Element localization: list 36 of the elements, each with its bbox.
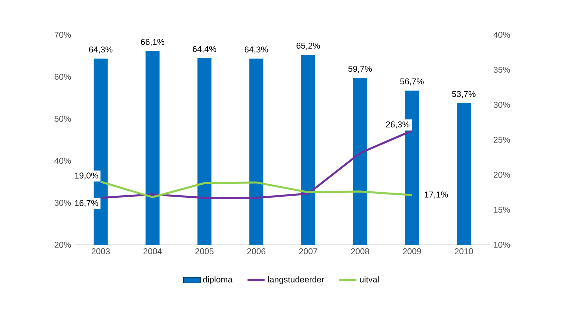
data-label: 65,2% <box>296 42 320 50</box>
y-tick-label: 20% <box>54 242 72 248</box>
y2-tick-label: 40% <box>494 32 510 38</box>
data-label: 64,3% <box>89 46 113 54</box>
x-tick-label: 2004 <box>144 248 162 255</box>
x-tick-label: 2010 <box>455 248 474 255</box>
y2-tick-label: 15% <box>494 207 510 213</box>
legend-label: diploma <box>203 276 233 284</box>
y2-tick-label: 30% <box>494 102 510 108</box>
y-tick-label: 40% <box>54 158 72 164</box>
y2-tick-label: 10% <box>494 242 510 248</box>
x-tick-label: 2003 <box>92 248 110 255</box>
data-label: 56,7% <box>400 78 424 86</box>
data-label: 64,4% <box>193 46 216 54</box>
x-tick-label: 2008 <box>351 248 370 255</box>
y2-tick-label: 20% <box>494 172 510 178</box>
x-tick-label: 2009 <box>403 248 422 255</box>
y2-tick-label: 35% <box>494 66 510 73</box>
data-label: 26,3% <box>386 122 410 129</box>
data-label: 59,7% <box>348 66 372 74</box>
data-label: 66,1% <box>141 39 165 46</box>
y-tick-label: 70% <box>54 32 72 38</box>
y-tick-label: 30% <box>54 200 72 206</box>
data-label: 16,7% <box>75 200 98 208</box>
legend-label: langstudeerder <box>268 276 324 284</box>
x-tick-label: 2005 <box>196 248 214 255</box>
y-tick-label: 60% <box>54 74 72 80</box>
data-label: 17,1% <box>425 192 448 199</box>
data-label: 19,0% <box>75 172 98 180</box>
legend-label: uitval <box>360 276 379 283</box>
x-tick-label: 2006 <box>248 248 266 255</box>
data-label: 64,3% <box>244 46 268 54</box>
y2-tick-label: 25% <box>494 136 510 144</box>
data-label: 53,7% <box>452 91 476 98</box>
y-tick-label: 50% <box>54 116 72 122</box>
x-tick-label: 2007 <box>299 248 318 255</box>
